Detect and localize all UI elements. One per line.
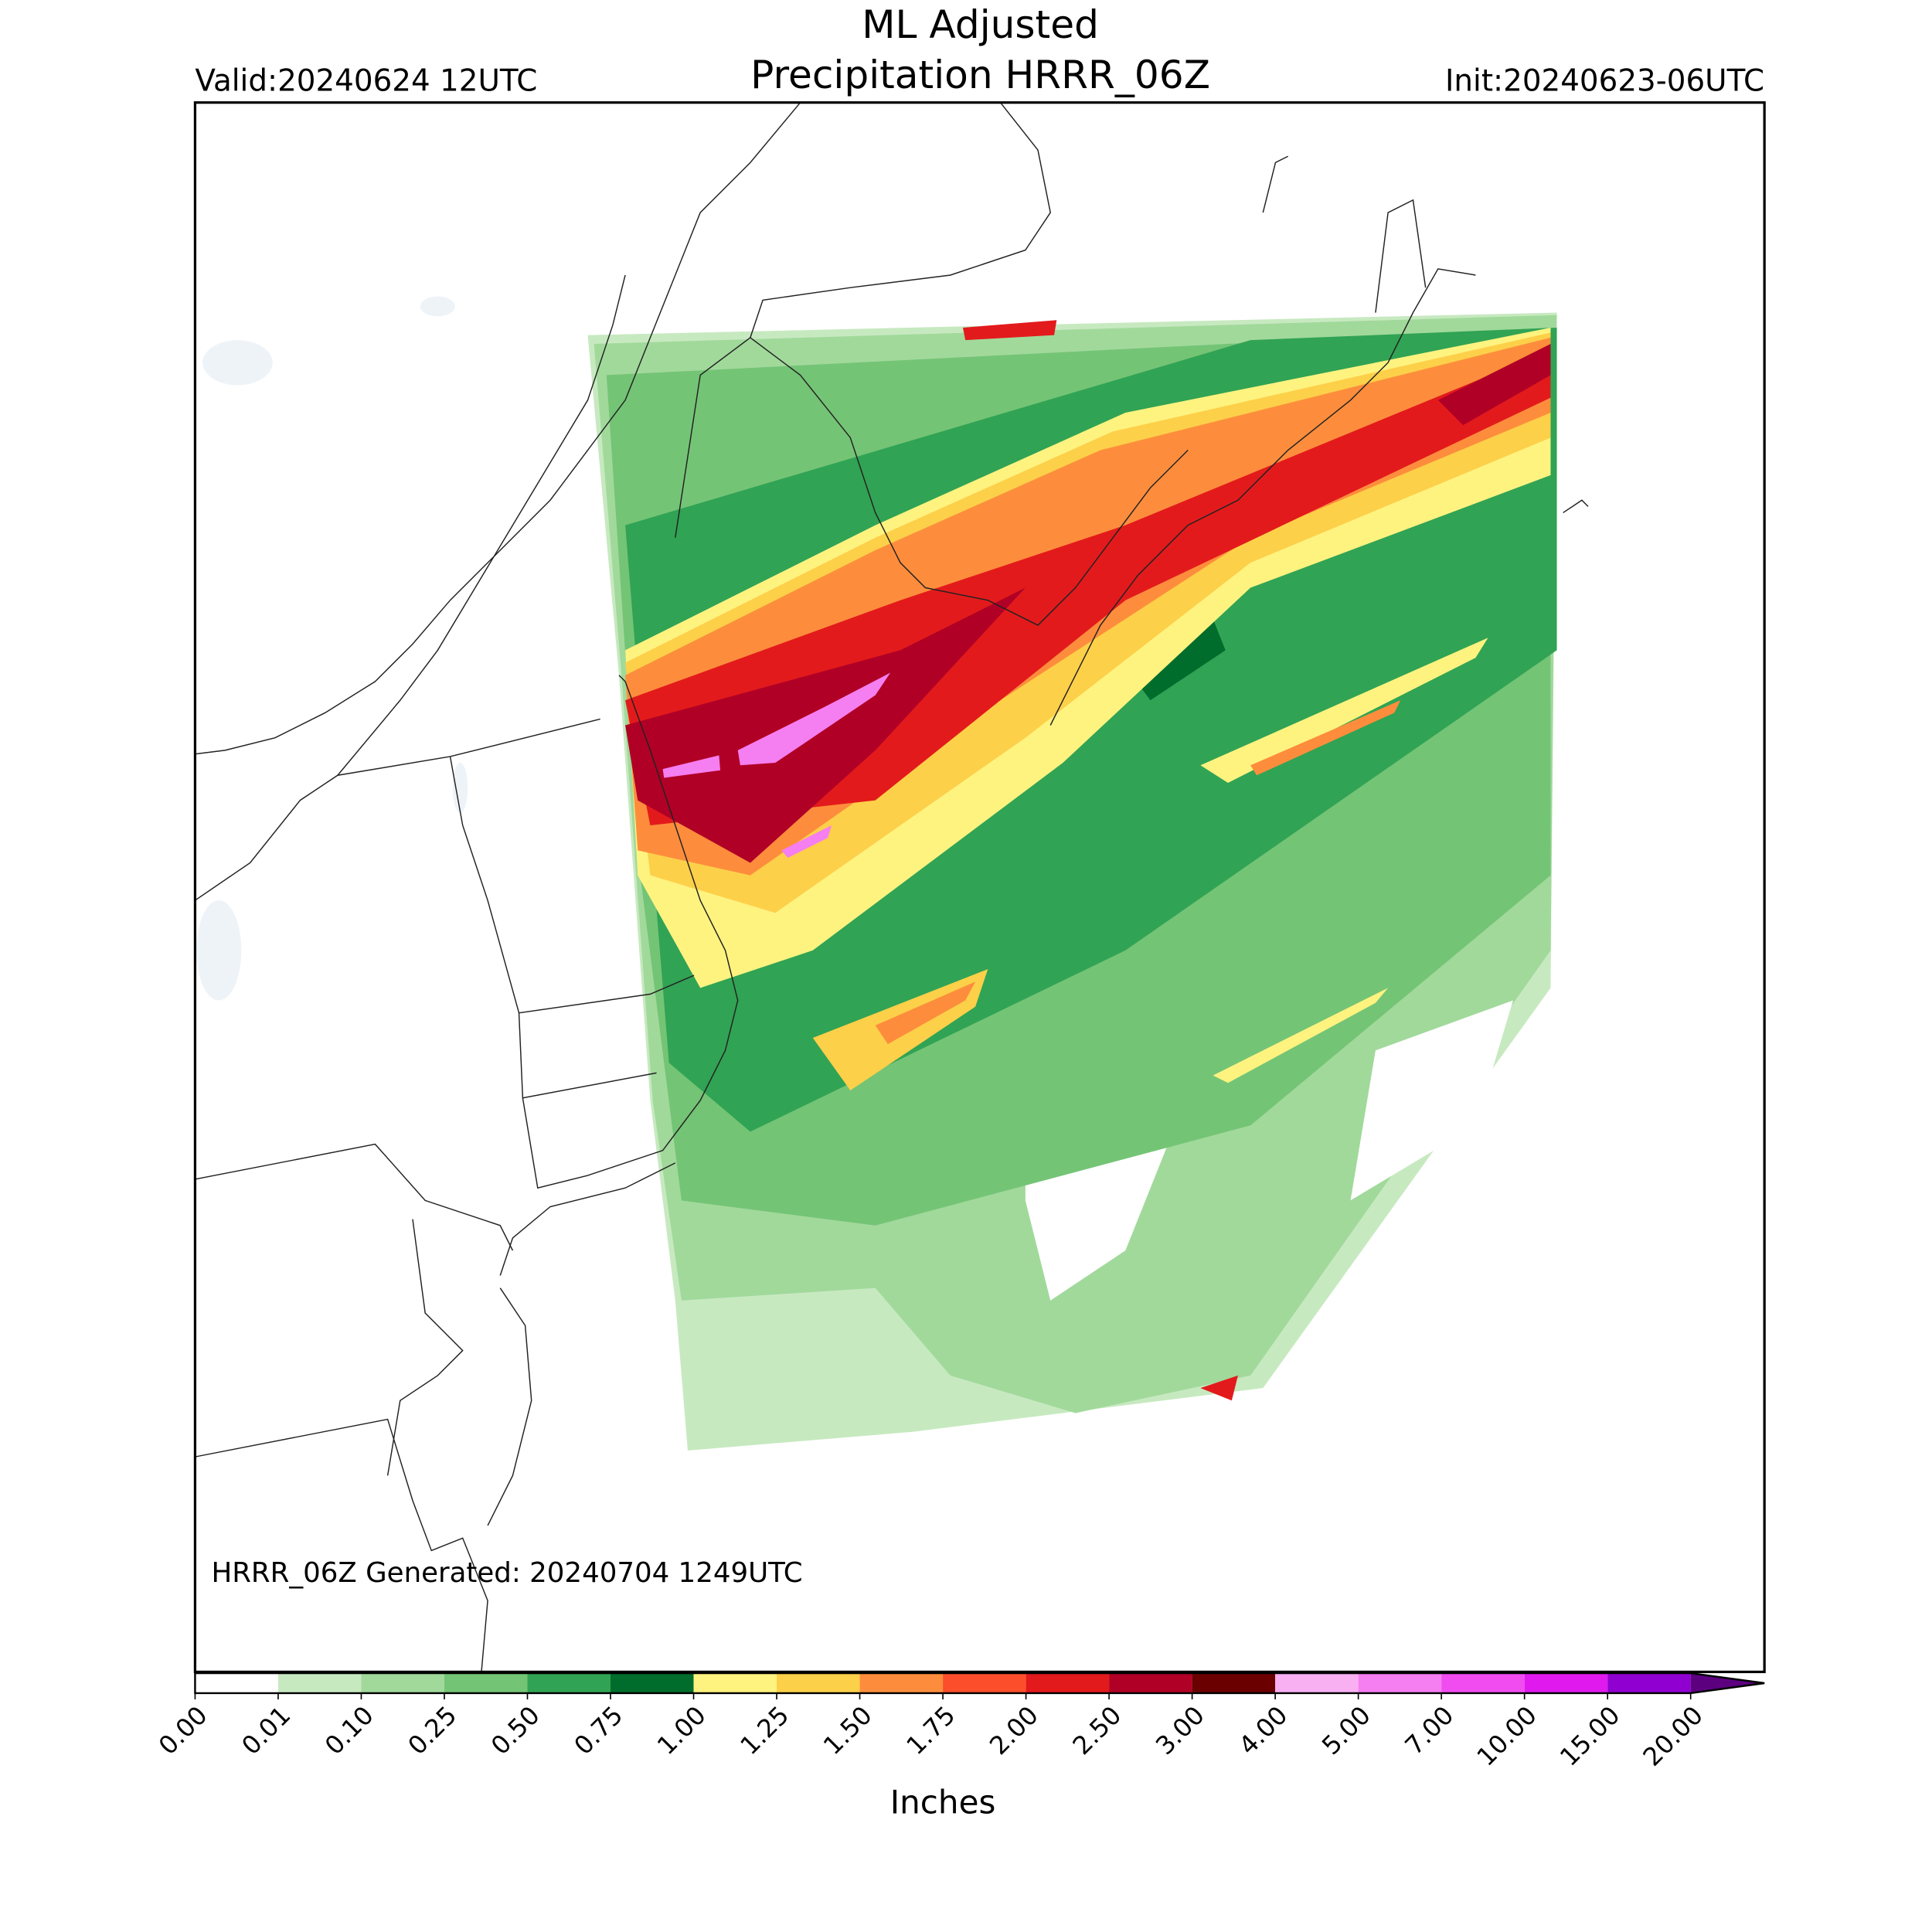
precip-area	[781, 825, 832, 859]
colorbar-segment	[1275, 1673, 1359, 1693]
colorbar-segment	[527, 1673, 611, 1693]
colorbar-tick-label: 0.00	[153, 1700, 213, 1760]
colorbar-tick-label: 0.75	[569, 1700, 629, 1760]
coastline	[195, 102, 801, 755]
border	[195, 718, 600, 901]
colorbar-segment	[859, 1673, 944, 1693]
precip-area	[1200, 638, 1488, 783]
precip-field	[587, 312, 1557, 1451]
colorbar-segment	[611, 1673, 694, 1693]
precip-area	[962, 320, 1057, 341]
colorbar-segment	[444, 1673, 528, 1693]
precip-area	[1213, 988, 1389, 1083]
lake	[452, 763, 468, 813]
colorbar-extension	[1690, 1673, 1765, 1693]
colorbar-segment	[1607, 1673, 1691, 1693]
colorbar-tick-label: 10.00	[1471, 1700, 1543, 1771]
init-time: Init:20240623-06UTC	[1445, 63, 1764, 98]
colorbar-segment	[277, 1673, 362, 1693]
colorbar-tick-label: 0.50	[485, 1700, 546, 1760]
lake	[420, 296, 455, 317]
colorbar: 0.00 0.01 0.10 0.25 0.50 0.75 1.00 1.25 1.50 1.75…	[153, 1672, 1765, 1772]
map: HRRR_06Z Generated: 20240704 1249UTC	[193, 101, 1766, 1674]
colorbar-segment	[1109, 1673, 1192, 1693]
title: ML Adjusted	[862, 2, 1099, 47]
coastline	[1049, 268, 1476, 726]
precip-area	[737, 672, 891, 766]
colorbar-tick-label: 0.01	[236, 1700, 296, 1760]
coastline	[1563, 499, 1589, 514]
precip-area	[662, 755, 721, 778]
coastline	[1262, 155, 1288, 213]
border	[195, 1418, 488, 1672]
colorbar-segment	[1026, 1673, 1110, 1693]
colorbar-tick-label: 1.50	[818, 1700, 878, 1760]
lake	[202, 340, 273, 386]
title: Precipitation HRRR_06Z	[750, 52, 1210, 97]
colorbar-tick-label: 2.50	[1067, 1700, 1128, 1760]
precip-gap	[1350, 1000, 1513, 1201]
border	[675, 336, 1189, 626]
colorbar-tick-label: 4.00	[1233, 1700, 1294, 1760]
border	[449, 756, 695, 1014]
colorbar-segment	[943, 1673, 1026, 1693]
coastline	[522, 675, 739, 1189]
colorbar-segment	[361, 1673, 444, 1693]
colorbar-segment	[1358, 1673, 1442, 1693]
colorbar-tick-label: 0.10	[319, 1700, 379, 1760]
colorbar-tick-label: 1.00	[651, 1700, 712, 1760]
coastline	[750, 102, 1051, 338]
precip-area	[1250, 700, 1401, 776]
colorbar-segment	[1524, 1673, 1608, 1693]
colorbar-tick-label: 1.25	[735, 1700, 795, 1760]
footer-note: HRRR_06Z Generated: 20240704 1249UTC	[211, 1557, 802, 1589]
border	[518, 1012, 657, 1099]
precip-area	[1200, 1375, 1238, 1401]
valid-time: Valid:20240624 12UTC	[195, 63, 537, 98]
coastline	[487, 1287, 532, 1526]
precip-area	[875, 981, 976, 1045]
colorbar-label: Inches	[890, 1783, 996, 1821]
colorbar-tick-label: 1.75	[901, 1700, 961, 1760]
colorbar-tick-label: 3.00	[1150, 1700, 1210, 1760]
colorbar-outline	[194, 1672, 1765, 1695]
border	[386, 1219, 464, 1476]
colorbar-tick-label: 2.00	[984, 1700, 1044, 1760]
colorbar-tick-label: 0.25	[402, 1700, 462, 1760]
colorbar-tick-label: 7.00	[1400, 1700, 1460, 1760]
colorbar-segment	[1441, 1673, 1525, 1693]
precip-area	[1437, 343, 1551, 426]
colorbar-tick-label: 5.00	[1316, 1700, 1376, 1760]
coastline	[499, 1162, 676, 1276]
colorbar-segment	[693, 1673, 777, 1693]
colorbar-segment	[195, 1673, 278, 1693]
colorbar-tick-label: 20.00	[1638, 1700, 1709, 1771]
map-content	[195, 102, 1765, 1672]
lake	[196, 900, 242, 1001]
map-frame	[193, 101, 1766, 1674]
coastline	[1375, 199, 1427, 313]
colorbar-segment	[777, 1673, 860, 1693]
border	[337, 274, 626, 776]
border	[195, 1143, 514, 1251]
colorbar-segment	[1192, 1673, 1276, 1693]
colorbar-tick-label: 15.00	[1554, 1700, 1625, 1771]
